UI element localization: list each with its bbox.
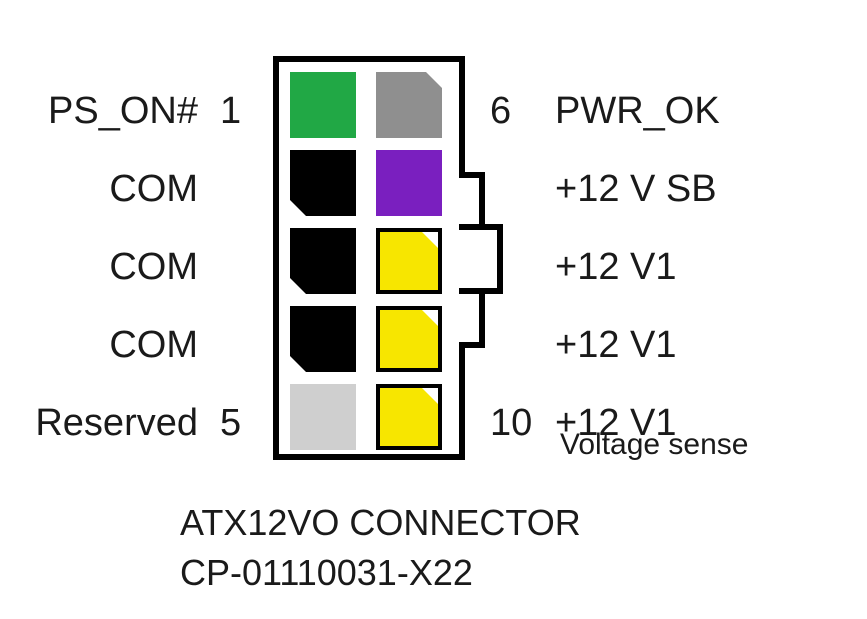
label-left-3: COM xyxy=(109,248,198,286)
label-right-4: +12 V1 xyxy=(555,326,677,364)
voltage-sense-label: Voltage sense xyxy=(560,430,748,460)
pin-right-3 xyxy=(376,228,442,294)
pin-right-2 xyxy=(376,150,442,216)
label-right-2: +12 V SB xyxy=(555,170,717,208)
label-left-4: COM xyxy=(109,326,198,364)
pin-number-left-5: 5 xyxy=(220,404,241,442)
pin-left-5 xyxy=(290,384,356,450)
pin-number-right-5: 10 xyxy=(490,404,532,442)
pin-left-4 xyxy=(290,306,356,372)
diagram-title-line-2: CP-01110031-X22 xyxy=(180,555,473,591)
diagram-title-line-1: ATX12VO CONNECTOR xyxy=(180,505,581,541)
pin-chamfer xyxy=(290,356,306,372)
label-right-3: +12 V1 xyxy=(555,248,677,286)
pin-left-1 xyxy=(290,72,356,138)
connector-latch-inner xyxy=(459,224,503,294)
pin-number-left-1: 1 xyxy=(220,92,241,130)
pin-chamfer xyxy=(290,278,306,294)
pin-chamfer xyxy=(426,72,442,88)
label-left-2: COM xyxy=(109,170,198,208)
pin-chamfer xyxy=(290,200,306,216)
pin-chamfer xyxy=(422,310,438,326)
pin-right-5 xyxy=(376,384,442,450)
label-left-5: Reserved xyxy=(35,404,198,442)
pin-left-2 xyxy=(290,150,356,216)
pin-right-4 xyxy=(376,306,442,372)
pin-left-3 xyxy=(290,228,356,294)
label-left-1: PS_ON# xyxy=(48,92,198,130)
pin-chamfer xyxy=(422,388,438,404)
pin-right-1 xyxy=(376,72,442,138)
label-right-1: PWR_OK xyxy=(555,92,720,130)
pin-chamfer xyxy=(422,232,438,248)
pin-number-right-1: 6 xyxy=(490,92,511,130)
